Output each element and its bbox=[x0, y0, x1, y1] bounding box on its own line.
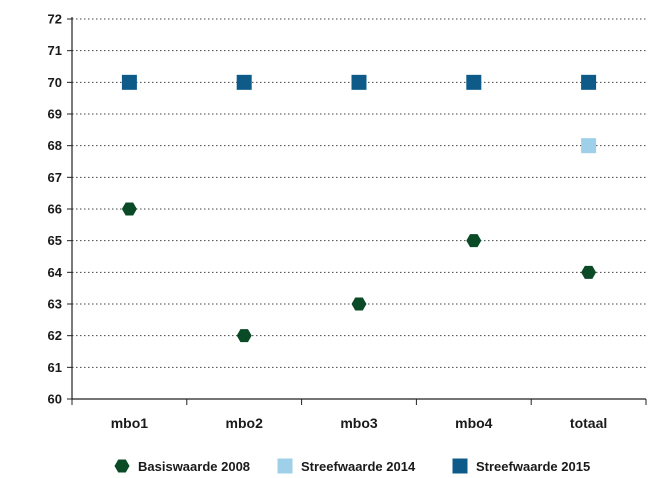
legend-label-1: Streefwaarde 2014 bbox=[301, 459, 416, 474]
legend-marker-2 bbox=[452, 458, 468, 474]
x-category-label-mbo2: mbo2 bbox=[226, 415, 264, 431]
legend-marker-0 bbox=[114, 459, 130, 473]
y-axis-ticks: 60 61 62 63 64 65 66 67 68 69 70 71 72 bbox=[48, 12, 72, 407]
point-series2-mbo4 bbox=[466, 74, 482, 90]
point-series0-totaal bbox=[581, 265, 597, 279]
point-series0-mbo1 bbox=[121, 202, 137, 216]
axes bbox=[71, 17, 646, 400]
legend-label-0: Basiswaarde 2008 bbox=[138, 459, 250, 474]
gridlines bbox=[72, 18, 646, 368]
y-tick-label-72: 72 bbox=[48, 12, 62, 27]
point-series2-mbo1 bbox=[121, 74, 137, 90]
point-series2-mbo2 bbox=[236, 74, 252, 90]
x-axis-categories: mbo1 mbo2 mbo3 mbo4 totaal bbox=[71, 399, 647, 431]
x-category-label-totaal: totaal bbox=[570, 415, 607, 431]
point-series1-totaal bbox=[581, 138, 597, 154]
y-tick-label-69: 69 bbox=[48, 107, 62, 122]
point-series2-totaal bbox=[581, 74, 597, 90]
legend-label-2: Streefwaarde 2015 bbox=[476, 459, 590, 474]
y-tick-label-67: 67 bbox=[48, 170, 62, 185]
y-tick-label-62: 62 bbox=[48, 328, 62, 343]
legend: Basiswaarde 2008 Streefwaarde 2014 Streefw… bbox=[114, 458, 590, 474]
point-series2-mbo3 bbox=[351, 74, 367, 90]
legend-marker-1 bbox=[277, 458, 293, 474]
point-series0-mbo4 bbox=[466, 234, 482, 248]
data-points bbox=[121, 74, 597, 343]
x-category-label-mbo4: mbo4 bbox=[455, 415, 493, 431]
y-tick-label-65: 65 bbox=[48, 233, 62, 248]
y-tick-label-60: 60 bbox=[48, 392, 62, 407]
point-series0-mbo3 bbox=[351, 297, 367, 311]
x-category-label-mbo1: mbo1 bbox=[111, 415, 149, 431]
y-tick-label-70: 70 bbox=[48, 75, 62, 90]
y-tick-label-64: 64 bbox=[48, 265, 63, 280]
y-tick-label-66: 66 bbox=[48, 202, 62, 217]
y-tick-label-61: 61 bbox=[48, 360, 62, 375]
point-series0-mbo2 bbox=[236, 329, 252, 343]
y-tick-label-68: 68 bbox=[48, 138, 62, 153]
y-tick-label-63: 63 bbox=[48, 297, 62, 312]
y-tick-label-71: 71 bbox=[48, 43, 62, 58]
x-category-label-mbo3: mbo3 bbox=[340, 415, 378, 431]
